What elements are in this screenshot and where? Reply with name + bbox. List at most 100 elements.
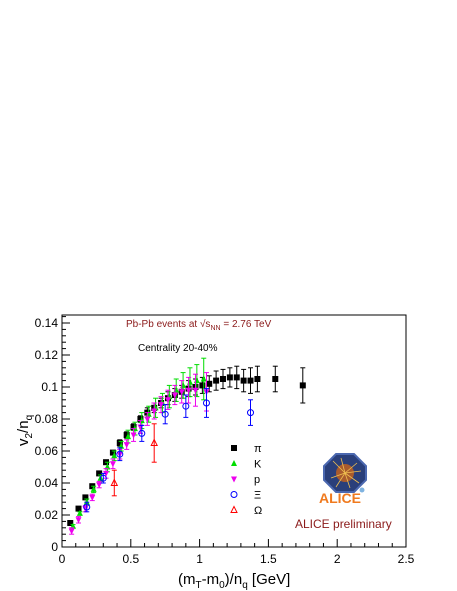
series-group — [67, 357, 306, 535]
plot-frame — [61, 314, 407, 548]
x-axis-label: (mT-m0)/nq [GeV] — [178, 571, 290, 591]
data-point — [151, 408, 158, 415]
legend-label: p — [254, 474, 260, 486]
data-point — [199, 382, 206, 389]
x-axis-label-sub: 0 — [219, 580, 225, 591]
y-tick-label: 0.06 — [35, 444, 59, 458]
y-axis-label-sub: q — [24, 415, 35, 421]
x-tick-label: 0 — [59, 552, 66, 566]
legend-marker — [231, 445, 237, 451]
data-point — [161, 410, 169, 418]
data-point — [104, 463, 111, 470]
data-point — [206, 380, 213, 387]
data-point — [185, 387, 192, 394]
data-point — [116, 440, 123, 446]
data-point — [272, 376, 279, 382]
x-axis-label-sub: q — [242, 580, 248, 591]
alice-logo-text: ALICE — [319, 490, 361, 506]
data-point — [118, 442, 125, 449]
data-point — [89, 494, 96, 501]
data-point — [123, 442, 130, 449]
legend-label: π — [254, 443, 262, 455]
data-point — [67, 520, 74, 526]
data-point — [233, 374, 240, 381]
legend-marker — [230, 505, 238, 513]
centrality-annotation: Centrality 20-40% — [138, 343, 218, 354]
legend-marker — [230, 491, 238, 498]
y-axis-label: v2/nq — [15, 415, 35, 446]
data-point — [68, 528, 75, 535]
legend-label: Ξ — [254, 490, 261, 502]
data-point — [116, 450, 124, 458]
data-point — [164, 397, 171, 404]
data-point — [247, 409, 255, 417]
data-point — [226, 374, 233, 381]
data-point — [130, 432, 137, 439]
data-point — [109, 461, 116, 468]
data-point — [173, 386, 180, 393]
legend-marker — [231, 460, 237, 466]
y-tick-label: 0.1 — [41, 380, 58, 394]
data-point — [130, 424, 137, 430]
y-axis: 0 0.02 0.04 0.06 0.08 0.1 0.12 0.14 — [35, 316, 70, 554]
data-point — [144, 416, 151, 423]
x-axis: 0 0.5 1 1.5 2 2.5 — [59, 539, 415, 566]
data-point — [219, 376, 226, 382]
data-point — [123, 432, 130, 438]
data-point — [99, 474, 107, 482]
data-point — [200, 375, 207, 382]
data-point — [75, 505, 82, 512]
data-point — [182, 402, 190, 410]
series-3 — [83, 388, 255, 513]
y-tick-label: 0.12 — [35, 348, 59, 362]
data-point — [75, 517, 82, 524]
x-axis-label-part: (m — [178, 571, 196, 588]
y-axis-label-part: v — [15, 438, 32, 446]
x-axis-label-sub: T — [196, 580, 202, 591]
data-point — [137, 416, 144, 422]
x-tick-label: 2 — [334, 552, 341, 566]
data-point — [178, 389, 185, 396]
data-point — [110, 478, 119, 486]
x-tick-label: 1.5 — [260, 552, 277, 566]
data-point — [83, 503, 91, 511]
data-point — [192, 387, 199, 394]
collision-text: Pb-Pb events at — [126, 319, 200, 330]
data-point — [202, 399, 210, 407]
data-point — [82, 494, 89, 501]
alice-logo-rays — [330, 457, 362, 489]
sqrt-s-text: √s — [200, 318, 211, 330]
data-point — [150, 438, 159, 446]
data-point — [96, 482, 103, 489]
x-axis-label-part: [GeV] — [248, 571, 291, 588]
x-tick-label: 2.5 — [398, 552, 415, 566]
alice-logo-dot — [359, 487, 365, 493]
plot-area-border — [61, 314, 407, 548]
data-point — [90, 485, 97, 492]
y-axis-label-sub: 2 — [24, 433, 35, 439]
data-point — [213, 377, 220, 384]
y-tick-label: 0 — [51, 540, 58, 554]
data-point — [240, 377, 247, 384]
y-tick-label: 0.08 — [35, 412, 59, 426]
legend-label: Ω — [254, 505, 262, 517]
y-tick-label: 0.02 — [35, 508, 59, 522]
data-point — [186, 378, 193, 385]
y-axis-label-part: /n — [15, 420, 32, 433]
series-2 — [68, 372, 210, 535]
y-tick-label: 0.04 — [35, 476, 59, 490]
data-point — [111, 452, 118, 459]
x-tick-label: 0.5 — [122, 552, 139, 566]
alice-logo: ALICE — [319, 453, 367, 506]
data-point — [109, 449, 116, 456]
preliminary-annotation: ALICE preliminary — [295, 517, 392, 531]
data-point — [299, 382, 306, 389]
data-point — [70, 522, 77, 529]
series-0 — [67, 365, 306, 526]
data-point — [103, 470, 110, 477]
energy-text: = 2.76 TeV — [221, 319, 272, 330]
nn-subscript: NN — [210, 325, 220, 332]
data-point — [138, 429, 146, 437]
